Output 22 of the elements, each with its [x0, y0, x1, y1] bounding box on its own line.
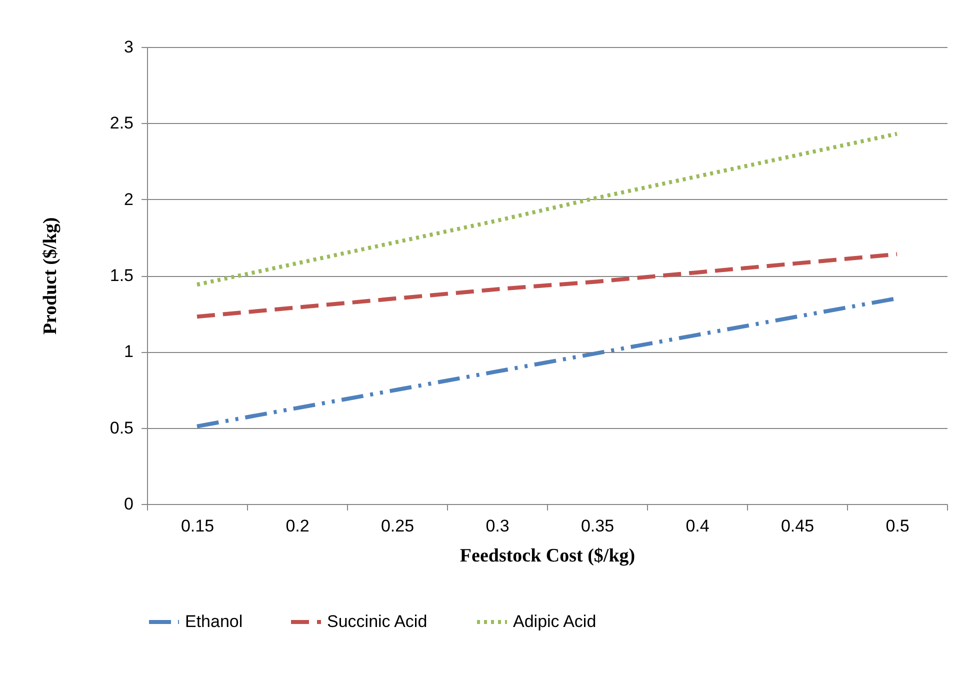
x-axis-title: Feedstock Cost ($/kg)	[460, 546, 636, 566]
y-tick-label: 0.5	[110, 418, 134, 438]
y-tick-label: 1	[124, 342, 134, 362]
y-tick-label: 2.5	[110, 114, 134, 133]
x-tick-label: 0.4	[686, 516, 710, 536]
line-series	[195, 252, 899, 319]
x-tick-label: 0.5	[886, 516, 910, 536]
y-tick-label: 0	[124, 494, 134, 514]
legend-label: Ethanol	[185, 612, 243, 631]
x-tick-label: 0.25	[380, 516, 414, 536]
legend-label: Succinic Acid	[327, 612, 428, 631]
x-tick-label: 0.45	[780, 516, 814, 536]
line-series	[195, 132, 899, 287]
x-tick-label: 0.3	[486, 516, 510, 536]
y-tick-label: 3	[124, 38, 134, 56]
y-axis-title: Product ($/kg)	[40, 217, 61, 335]
y-tick-label: 1.5	[110, 266, 134, 285]
x-tick-label: 0.2	[286, 516, 310, 536]
y-tick-label: 2	[124, 190, 134, 209]
legend-label: Adipic Acid	[513, 612, 596, 631]
x-tick-label: 0.35	[580, 516, 614, 536]
x-tick-label: 0.15	[180, 516, 214, 536]
